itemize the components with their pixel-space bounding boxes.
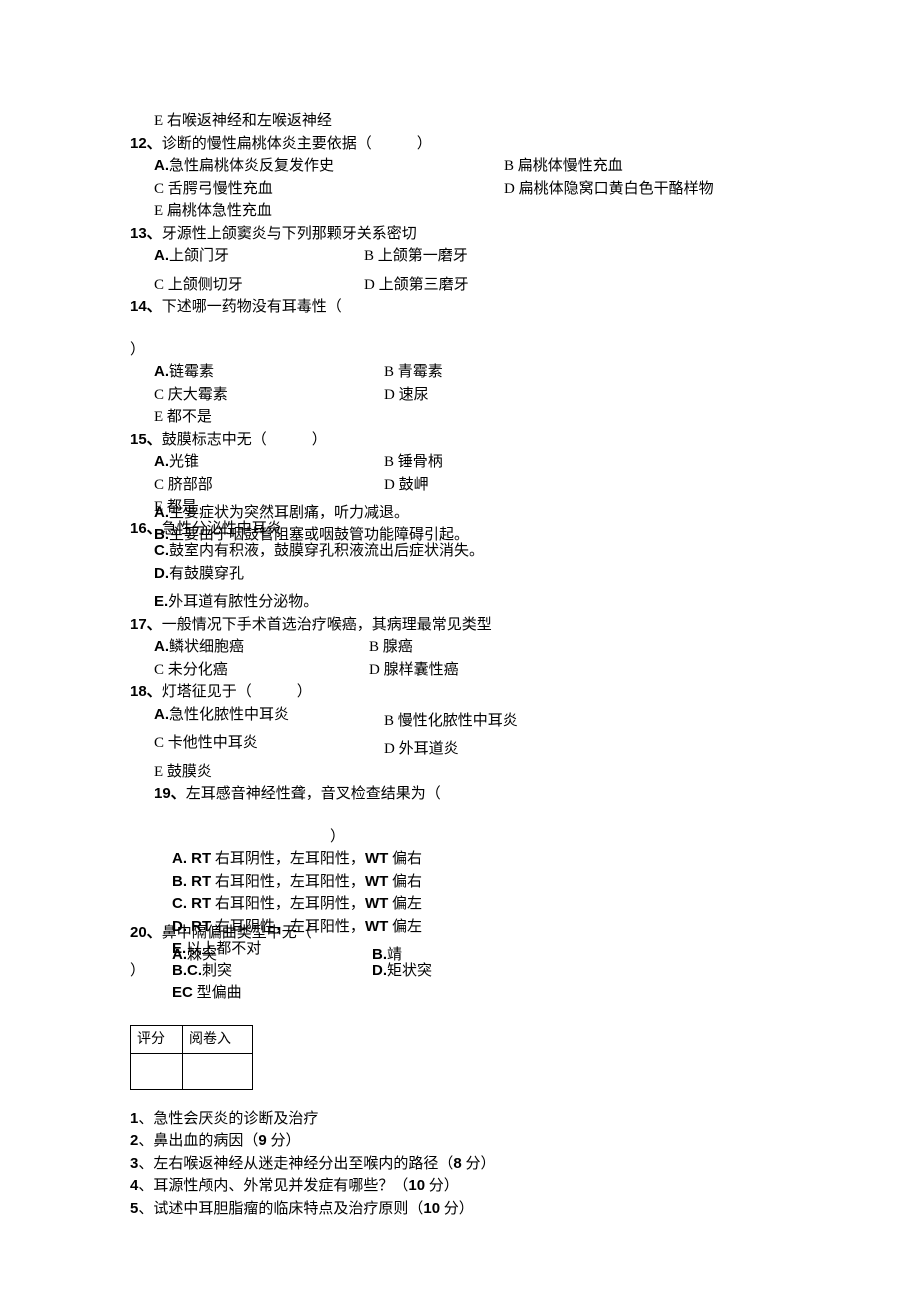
q13-c: C 上颌侧切牙: [154, 274, 364, 297]
q15-c: C 脐部部: [154, 474, 384, 497]
q13-d: D 上颌第三磨牙: [364, 274, 790, 297]
q18-row1: A.急性化脓性中耳炎 B 慢性化脓性中耳炎: [130, 704, 790, 733]
q17-b: B 腺癌: [369, 636, 413, 659]
q17-stem: 17、一般情况下手术首选治疗喉癌，其病理最常见类型: [130, 614, 790, 637]
q13-num: 13、: [130, 225, 162, 242]
q15-text: 鼓膜标志中无（ ）: [162, 432, 327, 448]
q17-row1: A.鳞状细胞癌 B 腺癌: [130, 636, 790, 659]
q12-c: C 舌腭弓慢性充血: [154, 178, 504, 201]
q13-a: A.上颌门牙: [154, 245, 364, 268]
q19e-q20a-overlap: E.以上都不对 A.棘突 B.靖: [130, 938, 790, 960]
score-header-1: 评分: [131, 1025, 183, 1053]
q13-row2: C 上颌侧切牙 D 上颌第三磨牙: [130, 274, 790, 297]
q15-d: D 鼓岬: [384, 474, 429, 497]
q16-stem-overlap: 16、急性分泌性中耳炎 B.主要由于咽鼓管阻塞或咽鼓管功能障碍引起。: [130, 518, 790, 540]
q17-a: A.鳞状细胞癌: [154, 636, 369, 659]
essay-q2: 2、鼻出血的病因（9 分）: [130, 1130, 790, 1153]
q19-b: B. RT 右耳阳性，左耳阳性，WT 偏右: [130, 871, 790, 894]
q17-num: 17、: [130, 616, 162, 633]
q14-a: A.链霉素: [154, 361, 384, 384]
q18-d: D 外耳道炎: [384, 732, 459, 761]
q11-option-e: E 右喉返神经和左喉返神经: [130, 110, 790, 133]
q16-b: B.主要由于咽鼓管阻塞或咽鼓管功能障碍引起。: [130, 524, 469, 547]
essay-q5: 5、试述中耳胆脂瘤的临床特点及治疗原则（10 分）: [130, 1198, 790, 1221]
q13-stem: 13、牙源性上颌窦炎与下列那颗牙关系密切: [130, 223, 790, 246]
q19-stem: 19、左耳感音神经性聋，音叉检查结果为（: [130, 783, 790, 806]
q12-row1: A.急性扁桃体炎反复发作史 B 扁桃体慢性充血: [130, 155, 790, 178]
score-cell-1: [131, 1053, 183, 1089]
q19-num: 19、: [154, 785, 186, 802]
q18-c: C 卡他性中耳炎: [154, 732, 384, 761]
q14-close: ）: [130, 339, 790, 362]
q20-d: D.矩状突: [372, 960, 432, 983]
score-header-2: 阅卷入: [183, 1025, 253, 1053]
q14-row1: A.链霉素 B 青霉素: [130, 361, 790, 384]
essay-q3: 3、左右喉返神经从迷走神经分出至喉内的路径（8 分）: [130, 1153, 790, 1176]
q13-b: B 上颌第一磨牙: [364, 245, 790, 268]
q13-row1: A.上颌门牙 B 上颌第一磨牙: [130, 245, 790, 268]
q14-row2: C 庆大霉素 D 速尿: [130, 384, 790, 407]
q15-num: 15、: [130, 431, 162, 448]
q17-d: D 腺样囊性癌: [369, 659, 459, 682]
q12-a: A.急性扁桃体炎反复发作史: [154, 155, 504, 178]
q18-b: B 慢性化脓性中耳炎: [384, 704, 518, 733]
score-cell-2: [183, 1053, 253, 1089]
q15e-q16a-overlap: E 都是 A.主要症状为突然耳剧痛，听力减退。: [130, 496, 790, 518]
q18-e: E 鼓膜炎: [130, 761, 790, 784]
q12-row2: C 舌腭弓慢性充血 D 扁桃体隐窝口黄白色干酪样物: [130, 178, 790, 201]
q12-b: B 扁桃体慢性充血: [504, 155, 790, 178]
q19-c: C. RT 右耳阳性，左耳阴性，WT 偏左: [130, 893, 790, 916]
q12-text: 诊断的慢性扁桃体炎主要依据（ ）: [162, 136, 432, 152]
q18-stem: 18、灯塔征见于（ ）: [130, 681, 790, 704]
q20-close: ）: [130, 960, 172, 983]
q16-e: E.外耳道有脓性分泌物。: [130, 591, 790, 614]
q12-stem: 12、诊断的慢性扁桃体炎主要依据（ ）: [130, 133, 790, 156]
q17-text: 一般情况下手术首选治疗喉癌，其病理最常见类型: [162, 617, 492, 633]
q15-b: B 锤骨柄: [384, 451, 443, 474]
q18-text: 灯塔征见于（ ）: [162, 684, 312, 700]
document-page: E 右喉返神经和左喉返神经 12、诊断的慢性扁桃体炎主要依据（ ） A.急性扁桃…: [130, 110, 790, 1220]
q20-c: B.C.刺突: [172, 960, 372, 983]
q14-text: 下述哪一药物没有耳毒性（: [162, 299, 342, 315]
q12-e: E 扁桃体急性充血: [130, 200, 790, 223]
q18-a: A.急性化脓性中耳炎: [154, 704, 384, 733]
q12-num: 12、: [130, 135, 162, 152]
q16-d: D.有鼓膜穿孔: [130, 563, 790, 586]
q14-b: B 青霉素: [384, 361, 443, 384]
q20-e: EC 型偏曲: [130, 982, 790, 1005]
q12-d: D 扁桃体隐窝口黄白色干酪样物: [504, 178, 790, 201]
essay-q1: 1、急性会厌炎的诊断及治疗: [130, 1108, 790, 1131]
q15-row1: A.光锥 B 锤骨柄: [130, 451, 790, 474]
q20-row2: ） B.C.刺突 D.矩状突: [130, 960, 790, 983]
q19-a: A. RT 右耳阴性，左耳阳性，WT 偏右: [130, 848, 790, 871]
q14-e: E 都不是: [130, 406, 790, 429]
q19d-q20-overlap: D. RT 右耳阴性，左耳阳性，WT 偏左 20、鼻中隔偏曲类型中无（: [130, 916, 790, 938]
q15-a: A.光锥: [154, 451, 384, 474]
q19-close: ）: [130, 826, 790, 849]
q14-num: 14、: [130, 298, 162, 315]
q18-num: 18、: [130, 683, 162, 700]
q14-d: D 速尿: [384, 384, 429, 407]
q14-c: C 庆大霉素: [154, 384, 384, 407]
score-table: 评分 阅卷入: [130, 1025, 253, 1090]
q19-text: 左耳感音神经性聋，音叉检查结果为（: [186, 786, 441, 802]
q18-row2: C 卡他性中耳炎 D 外耳道炎: [130, 732, 790, 761]
q13-text: 牙源性上颌窦炎与下列那颗牙关系密切: [162, 226, 417, 242]
essay-q4: 4、耳源性颅内、外常见并发症有哪些？（10 分）: [130, 1175, 790, 1198]
q15-stem: 15、鼓膜标志中无（ ）: [130, 429, 790, 452]
q17-row2: C 未分化癌 D 腺样囊性癌: [130, 659, 790, 682]
q17-c: C 未分化癌: [154, 659, 369, 682]
q15-row2: C 脐部部 D 鼓岬: [130, 474, 790, 497]
q14-stem: 14、下述哪一药物没有耳毒性（: [130, 296, 790, 319]
